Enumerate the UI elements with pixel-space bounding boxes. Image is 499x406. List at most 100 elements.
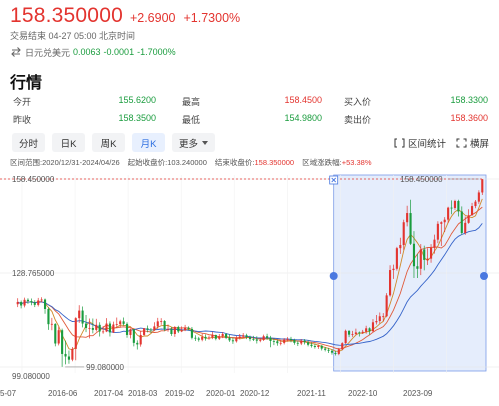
max-price-label: 158.450000 [400,175,443,184]
candle [470,206,474,216]
x-axis-label: 5-07 [0,389,17,398]
kline-chart[interactable]: 158.450000 128.765000 99.080000 158.450000 9… [0,168,499,406]
candle [307,342,310,345]
candle [286,339,289,340]
candle [344,330,347,344]
quote-label-bid: 买入价 [344,97,372,107]
candle [477,192,480,202]
tab-daily-k[interactable]: 日K [52,133,86,152]
quote-label-open: 今开 [13,97,32,107]
y-axis-label: 128.765000 [12,269,55,278]
tab-label: 日K [60,138,77,150]
candle [245,335,248,338]
range-info: 区间范围:2020/12/31-2024/04/26 起始收盘价:103.240… [10,157,380,168]
candle [368,328,371,332]
candle [231,340,234,342]
candle [324,348,327,350]
candle [388,270,392,296]
candle [259,340,262,341]
candle [156,321,159,327]
candle [26,299,30,302]
candle [211,334,214,338]
candle [416,266,419,269]
candle [450,207,453,209]
tab-weekly-k[interactable]: 周K [92,133,126,152]
candle [194,337,197,339]
candle [378,316,381,322]
candle [242,335,245,337]
quote-label-high: 最高 [182,97,201,107]
range-handle-right[interactable] [480,272,488,280]
candle [426,258,429,260]
quote-value-open: 155.6200 [118,95,156,105]
candle [30,301,33,303]
candle [64,353,67,357]
candle [160,321,163,322]
landscape-label: 横屏 [469,139,489,150]
candle [95,324,98,330]
candle [40,299,43,301]
range-handle-left[interactable] [329,272,338,280]
quote-label-ask: 卖出价 [344,115,372,125]
candle [23,299,26,306]
candle [88,327,91,329]
x-axis-label: 2020-12 [240,389,270,398]
candle [238,336,241,339]
candle [37,300,40,305]
x-axis-label: 2022-10 [348,389,378,398]
candle [228,337,231,341]
tab-monthly-k[interactable]: 月K [132,133,166,152]
candle [399,245,402,249]
candle [221,334,224,337]
candle [423,249,426,260]
cross-rate-name: 日元兑美元 [25,47,71,58]
quote-value-low: 154.9800 [284,113,322,123]
quote-value-high: 158.4500 [284,95,322,105]
price-change-percent: +1.7300% [183,11,241,25]
quote-label-prev-close: 昨收 [13,115,32,125]
range-value: 2020/12/31-2024/04/26 [42,158,120,167]
candle [371,322,375,332]
candle [190,328,193,338]
candle [474,201,477,207]
kline-chart-svg[interactable]: 158.450000 128.765000 99.080000 158.450000 9… [0,168,499,406]
candle [50,323,53,325]
range-stats-label: 区间统计 [407,139,446,150]
candle [436,223,439,240]
candle [276,341,279,344]
range-stats-button[interactable]: 区间统计 [394,136,446,150]
candle [218,336,221,339]
tab-more[interactable]: 更多 [172,133,216,152]
tab-intraday[interactable]: 分时 [12,133,46,152]
candle [204,336,207,339]
candle [365,328,368,332]
cross-rate-row[interactable]: 日元兑美元 0.0063 -0.0001 -1.7000% [10,45,176,59]
range-label: 区间范围: [10,158,43,167]
candle [395,248,398,269]
candle [358,332,361,334]
candle [266,336,269,338]
candle [98,324,101,332]
candle [440,222,443,224]
candle [385,295,388,317]
candle [248,337,252,340]
candle [43,299,47,309]
quote-value-ask: 158.3600 [450,113,488,123]
landscape-button[interactable]: 横屏 [456,136,489,150]
candle [293,340,296,343]
quote-row: 今开 155.6200 最高 158.4500 买入价 158.3300 [10,92,488,110]
candle [361,331,364,334]
candle [129,329,132,335]
range-bracket-icon [394,138,405,148]
last-price: 158.350000 [10,4,123,27]
candle [402,222,405,246]
end-close-value: 158.350000 [254,158,295,167]
candle [406,213,409,223]
candle [67,356,71,360]
candle [433,239,436,248]
candle [225,334,228,338]
price-change: +2.6900 [129,11,176,25]
period-tabs: 分时 日K 周K 月K 更多 [12,133,222,153]
candle [464,222,467,233]
candle [125,323,129,335]
